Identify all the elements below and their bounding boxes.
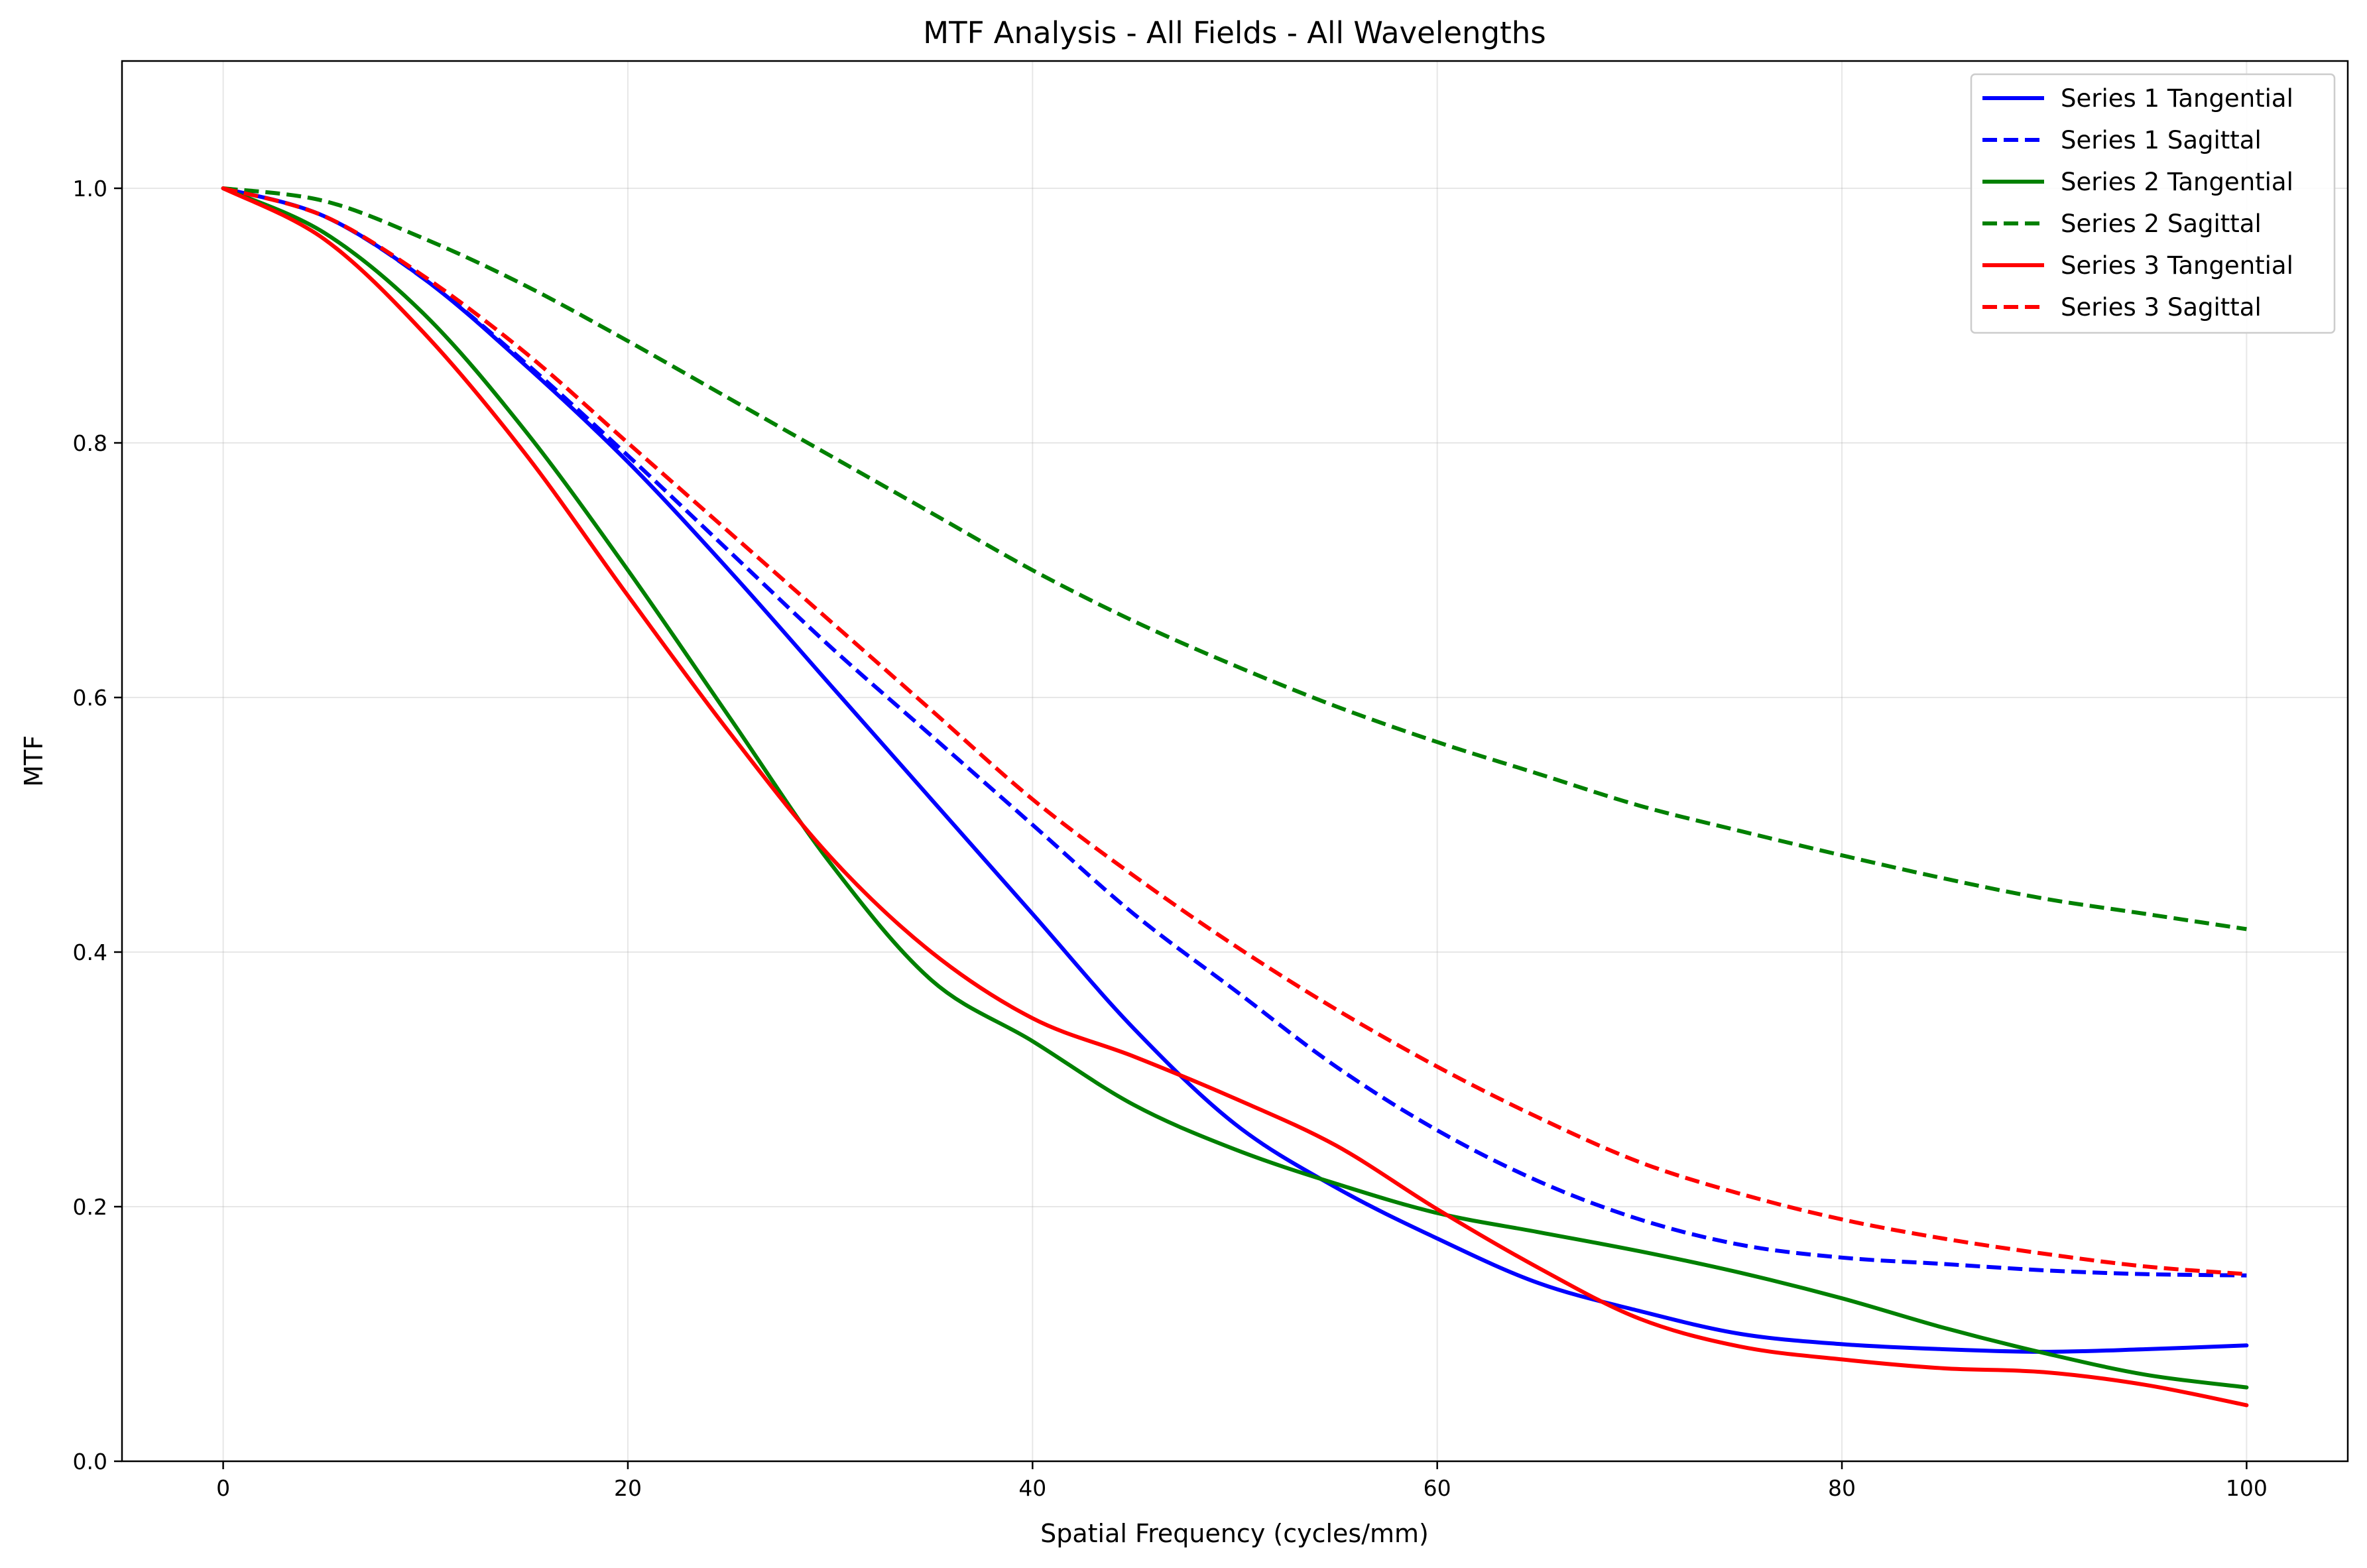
legend-label: Series 1 Sagittal (2061, 126, 2262, 154)
series-line-3 (221, 186, 2249, 1390)
legend-entries: Series 1 Tangential Series 1 Sagittal Seri… (1982, 84, 2293, 322)
series-line-2 (222, 186, 2247, 1278)
axis-ticks: 0 20 40 60 80 100 0.0 0.2 0.4 0.6 0.8 1.0 (73, 176, 2268, 1501)
series-lines (221, 186, 2249, 1408)
y-tick-label: 0.0 (73, 1449, 107, 1475)
y-tick-label: 0.2 (73, 1194, 107, 1220)
y-tick-label: 0.8 (73, 430, 107, 456)
x-tick-label: 40 (1018, 1475, 1046, 1501)
plot-frame (121, 60, 2349, 1463)
chart-title: MTF Analysis - All Fields - All Waveleng… (923, 15, 1546, 50)
y-tick-label: 0.6 (73, 685, 107, 711)
legend: Series 1 Tangential Series 1 Sagittal Seri… (1970, 73, 2336, 334)
legend-label: Series 1 Tangential (2061, 84, 2293, 113)
series-line-6 (222, 186, 2247, 1276)
x-tick-label: 60 (1424, 1475, 1451, 1501)
x-axis-label: Spatial Frequency (cycles/mm) (1040, 1519, 1429, 1548)
x-tick-label: 100 (2226, 1475, 2268, 1501)
legend-label: Series 3 Tangential (2061, 251, 2293, 280)
plot-area (221, 186, 2249, 1408)
legend-box (1970, 73, 2336, 334)
x-tick-label: 80 (1828, 1475, 1856, 1501)
x-tick-label: 0 (216, 1475, 230, 1501)
legend-label: Series 2 Sagittal (2061, 210, 2262, 238)
y-tick-label: 1.0 (73, 176, 107, 202)
grid-lines (122, 61, 2348, 1462)
x-tick-label: 20 (614, 1475, 642, 1501)
y-tick-label: 0.4 (73, 939, 107, 965)
series-line-5 (221, 186, 2249, 1408)
legend-label: Series 2 Tangential (2061, 168, 2293, 196)
series-line-4 (223, 186, 2247, 932)
legend-label: Series 3 Sagittal (2061, 293, 2262, 322)
y-axis-label: MTF (19, 735, 48, 787)
